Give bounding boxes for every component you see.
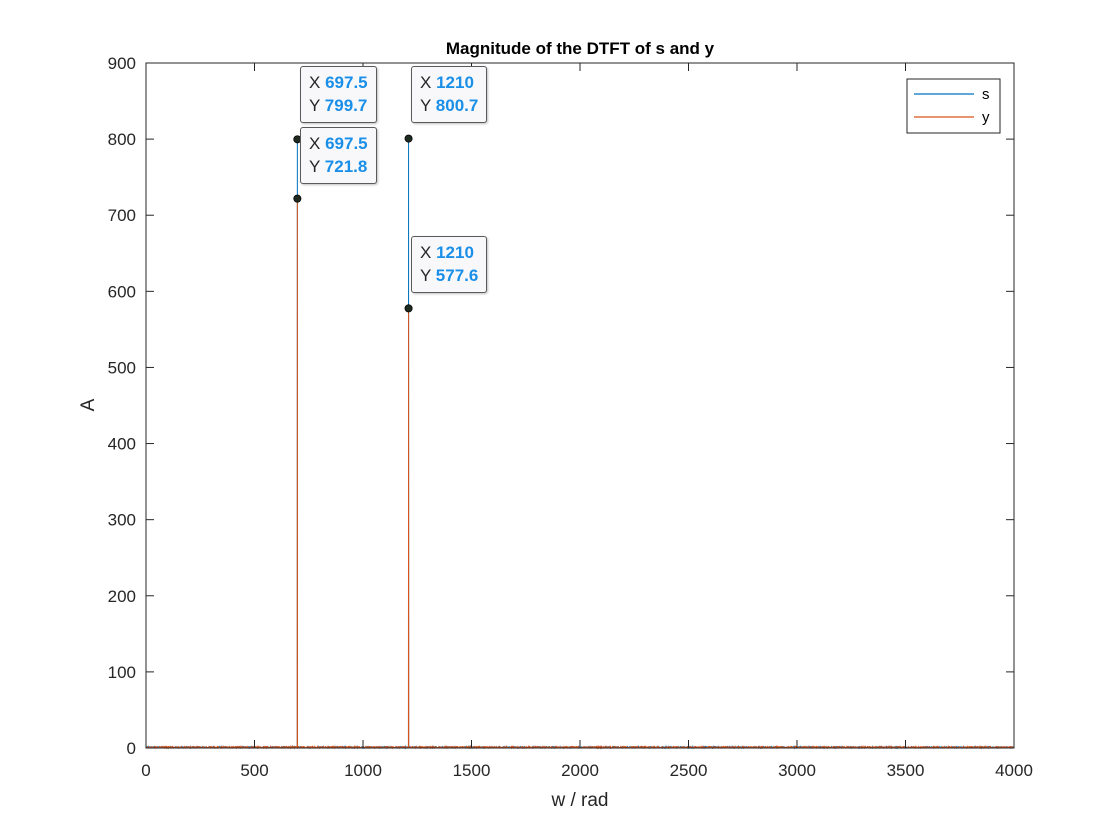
y-tick-label: 300	[108, 511, 136, 530]
legend-label-s: s	[982, 86, 990, 103]
y-tick-label: 700	[108, 206, 136, 225]
y-tick-label: 100	[108, 663, 136, 682]
x-tick-label: 2000	[561, 761, 599, 780]
legend[interactable]: s y	[906, 78, 1001, 134]
x-tick-label: 3500	[887, 761, 925, 780]
datatip-y-label: Y	[309, 96, 321, 115]
datatip-y-row: Y 721.8	[309, 155, 368, 178]
datatip-s-peak-2[interactable]: X 1210 Y 800.7	[411, 66, 488, 123]
datatip-y-label: Y	[420, 266, 432, 285]
datatip-x-row: X 697.5	[309, 132, 368, 155]
datatip-x-row: X 1210	[420, 71, 478, 94]
datatip-x-label: X	[309, 73, 321, 92]
datatip-x-value: 1210	[436, 73, 474, 92]
datatip-s-peak-1[interactable]: X 697.5 Y 799.7	[300, 66, 377, 123]
datatip-y-row: Y 800.7	[420, 94, 478, 117]
datatip-y-row: Y 577.6	[420, 264, 478, 287]
datatip-marker-s[interactable]	[404, 134, 413, 143]
datatip-x-value: 697.5	[325, 134, 368, 153]
y-tick-label: 400	[108, 435, 136, 454]
x-tick-label: 2500	[670, 761, 708, 780]
datatip-y-value: 577.6	[435, 266, 479, 285]
datatip-x-row: X 697.5	[309, 71, 368, 94]
datatip-x-value: 697.5	[325, 73, 368, 92]
datatip-y-label: Y	[420, 96, 432, 115]
datatip-y-value: 800.7	[435, 96, 479, 115]
y-tick-label: 0	[127, 739, 136, 758]
datatip-x-label: X	[420, 243, 432, 262]
x-tick-label: 1000	[344, 761, 382, 780]
datatip-y-peak-2[interactable]: X 1210 Y 577.6	[411, 236, 488, 293]
legend-box	[906, 78, 1001, 134]
x-axis-label: w / rad	[550, 790, 608, 811]
datatip-marker-y[interactable]	[404, 304, 413, 313]
datatip-x-label: X	[420, 73, 432, 92]
y-tick-label: 500	[108, 358, 136, 377]
y-tick-label: 800	[108, 130, 136, 149]
axes-background	[146, 63, 1014, 748]
ticks-layer: 0 500 1000 1500 2000 2500 3000 3500 4000 0 100 200 3…	[108, 54, 1033, 780]
x-tick-label: 0	[141, 761, 150, 780]
datatip-marker-y[interactable]	[293, 194, 302, 203]
datatip-y-value: 799.7	[324, 96, 368, 115]
x-tick-label: 4000	[995, 761, 1033, 780]
y-tick-label: 200	[108, 587, 136, 606]
datatip-x-label: X	[309, 134, 321, 153]
datatip-y-row: Y 799.7	[309, 94, 368, 117]
datatip-y-label: Y	[309, 157, 321, 176]
chart-title: Magnitude of the DTFT of s and y	[446, 39, 715, 58]
legend-label-y: y	[982, 109, 990, 126]
y-tick-label: 900	[108, 54, 136, 73]
x-tick-label: 500	[240, 761, 268, 780]
datatip-x-row: X 1210	[420, 241, 478, 264]
datatip-x-value: 1210	[436, 243, 474, 262]
y-tick-label: 600	[108, 282, 136, 301]
y-axis-label: A	[78, 398, 99, 411]
x-tick-label: 3000	[778, 761, 816, 780]
x-tick-label: 1500	[453, 761, 491, 780]
datatip-y-value: 721.8	[324, 157, 368, 176]
datatip-y-peak-1[interactable]: X 697.5 Y 721.8	[300, 127, 377, 184]
